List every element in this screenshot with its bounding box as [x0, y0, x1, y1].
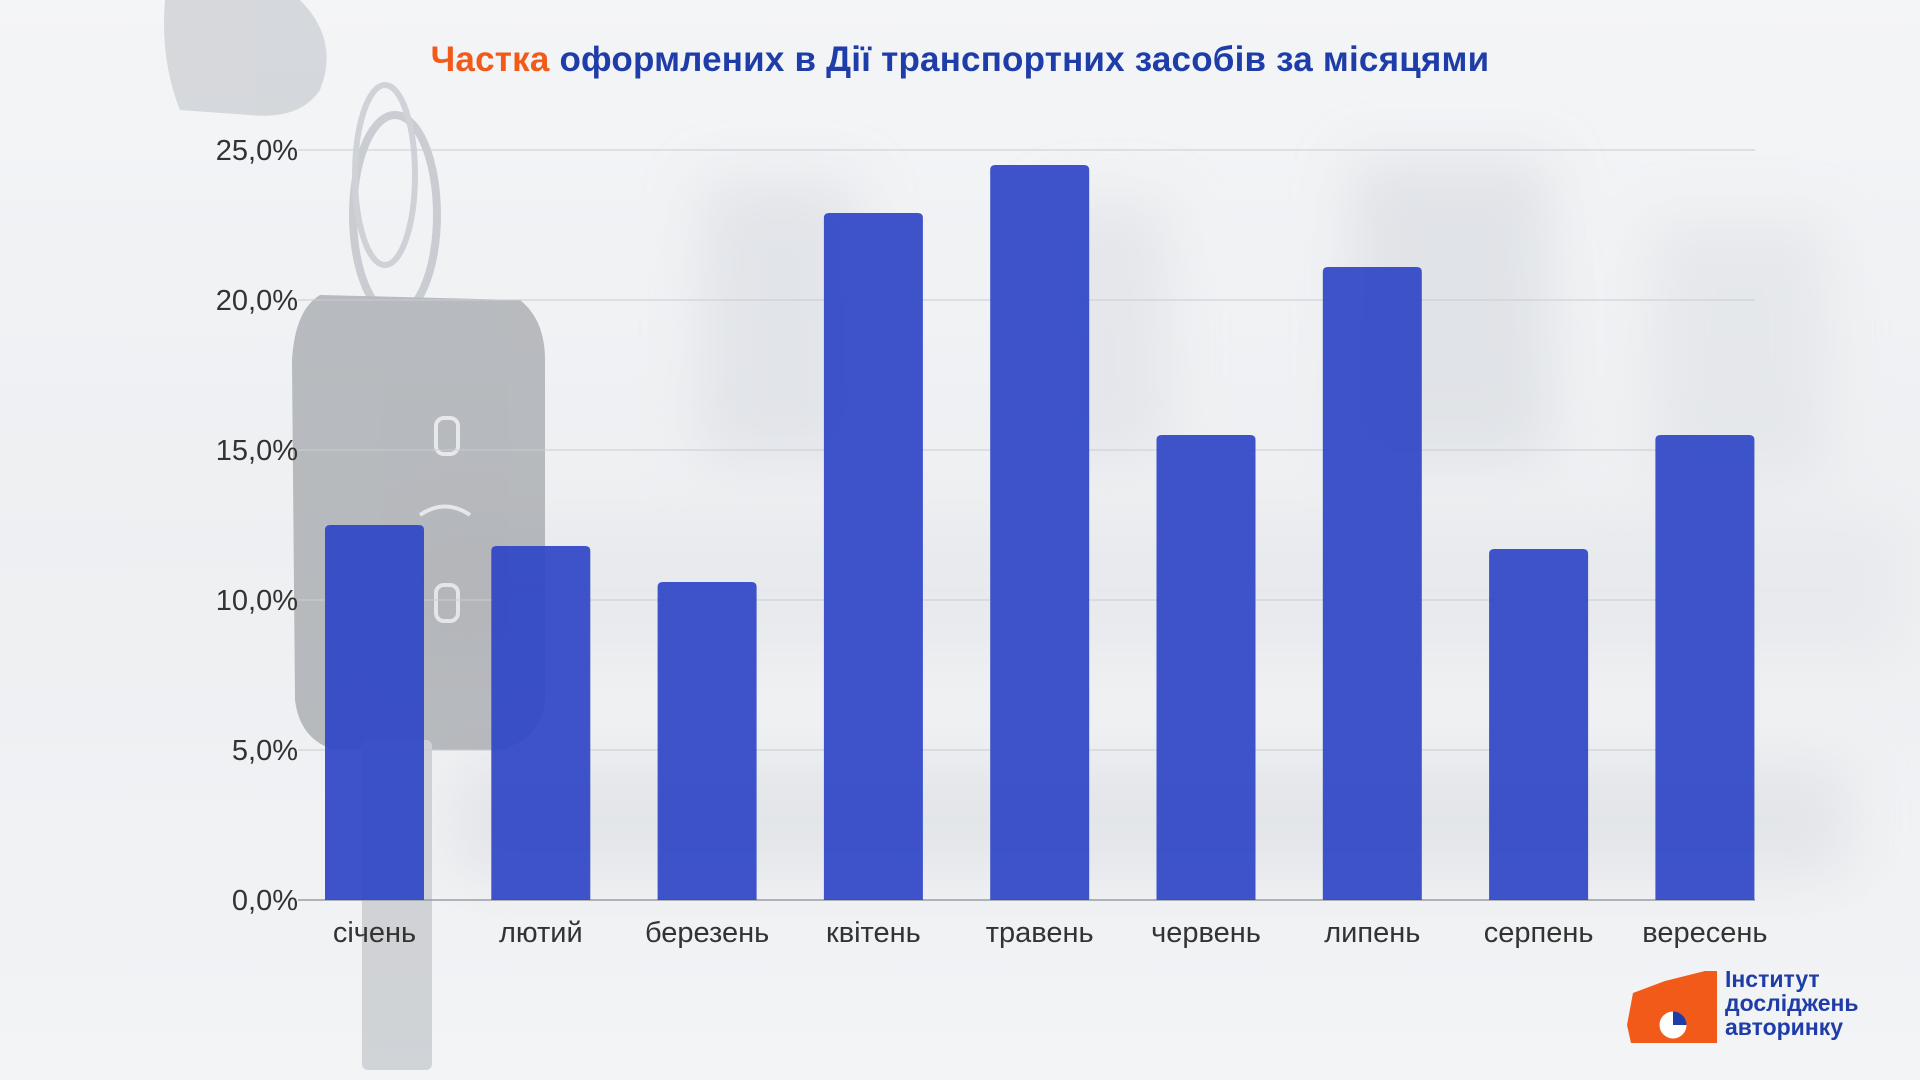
bar-2 — [491, 546, 591, 900]
bar-1 — [325, 525, 424, 900]
bar-9 — [1655, 435, 1755, 900]
bar-6 — [1156, 435, 1256, 900]
y-tick-label: 10,0% — [216, 585, 298, 617]
x-tick-label: серпень — [1484, 917, 1594, 949]
chart-bars — [325, 165, 1755, 900]
x-tick-label: квітень — [826, 917, 921, 949]
x-tick-label: червень — [1151, 917, 1261, 949]
x-tick-label: липень — [1324, 917, 1420, 949]
x-tick-label: травень — [986, 917, 1094, 949]
y-axis-ticks: 0,0% 5,0% 10,0% 15,0% 20,0% 25,0% — [216, 135, 298, 917]
y-tick-label: 0,0% — [232, 885, 298, 917]
y-tick-label: 15,0% — [216, 435, 298, 467]
x-tick-label: березень — [645, 917, 769, 949]
x-axis-ticks: січень лютий березень квітень травень червень… — [333, 917, 1768, 949]
x-tick-label: січень — [333, 917, 416, 949]
x-tick-label: вересень — [1642, 917, 1767, 949]
bar-7 — [1322, 267, 1422, 900]
y-tick-label: 5,0% — [232, 735, 298, 767]
logo-line-2: досліджень — [1725, 990, 1859, 1016]
logo-text: Інститут досліджень авторинку — [1725, 967, 1859, 1039]
institute-logo: Інститут досліджень авторинку — [1625, 965, 1885, 1045]
bar-4 — [823, 213, 923, 900]
bar-3 — [657, 582, 757, 900]
chart-title-accent: Частка — [430, 40, 550, 79]
logo-mark — [1627, 971, 1717, 1043]
y-tick-label: 25,0% — [216, 135, 298, 167]
chart-title-rest: оформлених в Дії транспортних засобів за… — [559, 40, 1490, 79]
logo-line-3: авторинку — [1725, 1014, 1844, 1040]
x-tick-label: лютий — [499, 917, 583, 949]
bar-5 — [990, 165, 1090, 900]
y-tick-label: 20,0% — [216, 285, 298, 317]
chart-title: Частка оформлених в Дії транспортних зас… — [0, 40, 1920, 80]
logo-line-1: Інститут — [1725, 966, 1820, 992]
bar-8 — [1489, 549, 1589, 900]
